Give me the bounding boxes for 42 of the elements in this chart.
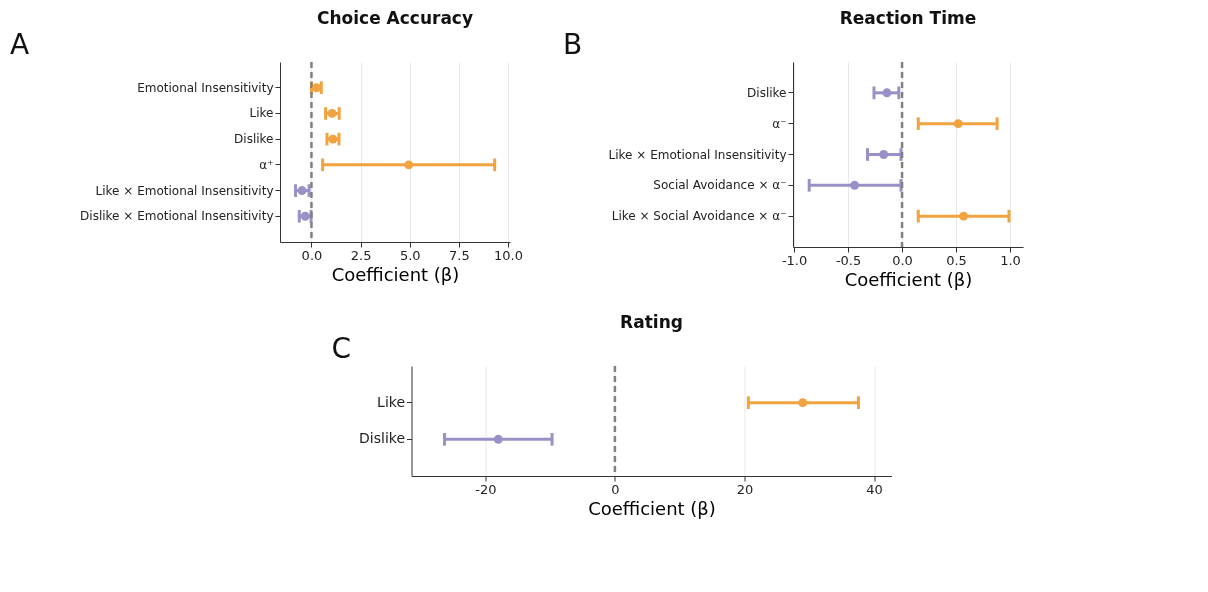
chart-title: Choice Accuracy bbox=[316, 8, 474, 28]
y-tick-label: α⁺ bbox=[259, 157, 274, 172]
y-tick-label: Like bbox=[377, 393, 405, 410]
x-axis-title: Coefficient (β) bbox=[588, 497, 716, 519]
point bbox=[879, 150, 889, 159]
text: C bbox=[331, 332, 352, 365]
y-tick-label: Like bbox=[249, 106, 274, 121]
y-tick-label: Like × Emotional Insensitivity bbox=[608, 147, 787, 162]
point bbox=[959, 211, 969, 221]
y-tick-label: Social Avoidance × α⁻ bbox=[653, 178, 787, 193]
x-tick-label: -0.5 bbox=[835, 252, 862, 268]
x-tick-label: 0.0 bbox=[301, 247, 323, 263]
text: B bbox=[563, 28, 583, 61]
x-tick-label: 2.5 bbox=[350, 247, 372, 263]
x-axis-title: Coefficient (β) bbox=[331, 263, 460, 285]
chart-title: Rating bbox=[620, 312, 683, 332]
x-tick-label: 0.5 bbox=[946, 252, 967, 268]
point bbox=[404, 160, 414, 170]
x-tick-label: 0.0 bbox=[892, 252, 913, 268]
x-axis-title: Coefficient (β) bbox=[844, 268, 973, 290]
y-tick-label: Dislike bbox=[747, 85, 787, 100]
y-tick-label: Emotional Insensitivity bbox=[137, 80, 274, 95]
x-tick-label: 7.5 bbox=[449, 247, 470, 263]
y-tick-label: Like × Social Avoidance × α⁻ bbox=[611, 209, 787, 224]
x-tick-label: 5.0 bbox=[399, 247, 421, 263]
text: A bbox=[10, 28, 30, 61]
y-tick-label: Dislike bbox=[359, 430, 405, 447]
point bbox=[882, 88, 892, 98]
x-tick-label: 1.0 bbox=[1000, 252, 1021, 268]
y-tick-label: Dislike bbox=[234, 132, 274, 147]
x-tick-label: 10.0 bbox=[494, 247, 524, 263]
chart-title: Reaction Time bbox=[839, 8, 977, 28]
x-tick-label: -1.0 bbox=[781, 252, 808, 268]
x-tick-label: 20 bbox=[736, 481, 754, 497]
y-tick-label: Dislike × Emotional Insensitivity bbox=[80, 209, 274, 224]
point bbox=[850, 180, 860, 190]
y-tick-label: α⁻ bbox=[772, 116, 787, 131]
y-tick-label: Like × Emotional Insensitivity bbox=[95, 183, 274, 198]
x-tick-label: 40 bbox=[866, 481, 883, 497]
x-tick-label: 0 bbox=[611, 481, 620, 497]
point bbox=[953, 119, 963, 129]
x-tick-label: -20 bbox=[475, 481, 497, 497]
